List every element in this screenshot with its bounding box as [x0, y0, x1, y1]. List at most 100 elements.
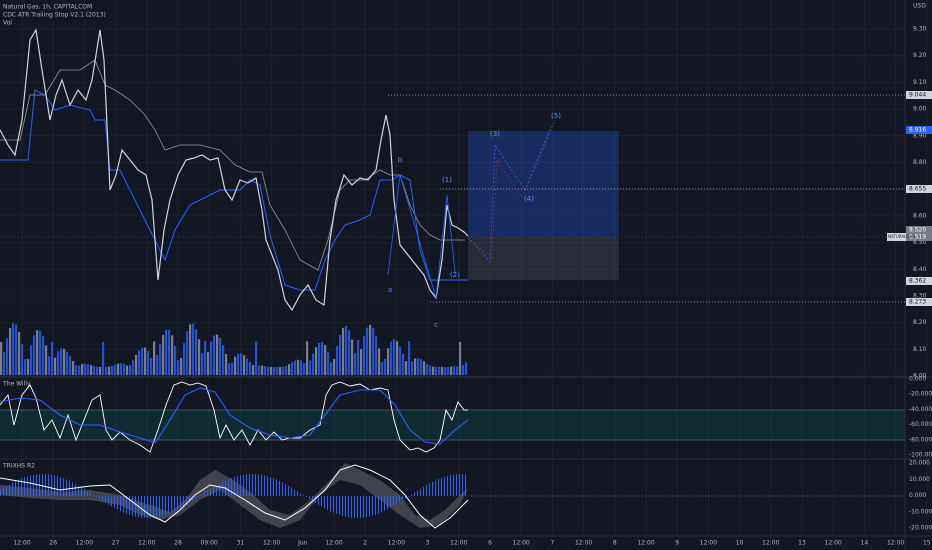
grid: [0, 0, 928, 536]
trix-bar: [408, 496, 409, 497]
trix-bar: [270, 477, 271, 496]
time-label: 10: [736, 540, 744, 547]
time-label: 2: [363, 540, 367, 547]
trix-bar: [279, 480, 280, 496]
volume-bar: [27, 359, 30, 375]
trix-bar: [228, 479, 229, 496]
willy-signal: [0, 387, 469, 445]
time-label: 12:00: [637, 540, 654, 547]
volume-bar: [342, 327, 345, 375]
time-label: 8: [613, 540, 617, 547]
trix-tick: 20.000: [909, 460, 930, 467]
volume-bar: [168, 329, 171, 375]
trix-bar: [102, 496, 103, 501]
trix-bar: [231, 478, 232, 496]
volume-bar: [159, 343, 162, 375]
volume-bar: [174, 345, 177, 375]
wave-label: (3): [490, 130, 500, 138]
volume-bar: [9, 328, 12, 375]
trix-line: [0, 464, 469, 529]
volume-bar: [105, 366, 108, 375]
volume-bar: [42, 336, 45, 375]
trix-bar: [108, 496, 109, 505]
trix-bar: [399, 496, 400, 503]
price-tick: 8.80: [913, 159, 927, 166]
volume-bar: [237, 353, 240, 375]
trix-bar: [306, 496, 307, 498]
trix-bar: [342, 496, 343, 516]
time-label: 26: [49, 540, 57, 547]
time-label: 12:00: [138, 540, 155, 547]
trix-bar: [432, 481, 433, 496]
volume-bar: [216, 334, 219, 375]
volume-bar: [381, 362, 384, 375]
trix-bar: [300, 493, 301, 496]
volume-bar: [0, 342, 3, 375]
volume-bar: [255, 341, 258, 375]
volume-bar: [243, 355, 246, 375]
volume-bar: [423, 361, 426, 375]
time-label: 12:00: [388, 540, 405, 547]
trix-bar: [402, 496, 403, 501]
trix-bar: [246, 474, 247, 496]
volume-bar: [318, 342, 321, 375]
volume-bar: [15, 324, 18, 375]
trix-bar: [420, 488, 421, 496]
volume-bar: [96, 366, 99, 375]
time-label: 12:00: [575, 540, 592, 547]
trix-bar: [51, 474, 52, 496]
trix-bar: [165, 496, 166, 515]
trix-bar: [180, 496, 181, 509]
volume-bar: [126, 365, 129, 375]
volume-bar: [39, 330, 42, 375]
volume-bar: [444, 366, 447, 375]
volume-bar: [321, 341, 324, 375]
trix-bar: [33, 474, 34, 496]
trix-bar: [450, 475, 451, 496]
wave-label: c: [434, 321, 438, 329]
volume-bar: [450, 366, 453, 375]
volume-bar: [30, 345, 33, 375]
trix-bar: [87, 490, 88, 496]
trix-bar: [423, 486, 424, 496]
trix-bar: [438, 479, 439, 496]
wave-labels: (1) (2) (3) (4) (5) a b c: [388, 112, 561, 329]
price-tag-label: 9.044: [909, 92, 926, 99]
trix-bar: [75, 483, 76, 496]
trix-bar: [309, 496, 310, 500]
trix-bar: [57, 476, 58, 496]
volume-bar: [435, 366, 438, 375]
price-tag: [906, 277, 932, 285]
volume-bar: [198, 339, 201, 375]
time-label: 12:00: [76, 540, 93, 547]
trix-bar: [348, 496, 349, 518]
volume-bar: [291, 362, 294, 375]
price-tick: 8.10: [913, 346, 927, 353]
trix-bar: [303, 495, 304, 496]
volume-bar: [273, 366, 276, 375]
volume-bar: [201, 353, 204, 375]
volume-bar: [294, 360, 297, 375]
volume-bar: [219, 337, 222, 375]
price-tick: 9.20: [913, 52, 927, 59]
volume-bar: [135, 355, 138, 375]
volume-bar: [180, 358, 183, 375]
time-label: 09:00: [201, 540, 218, 547]
trix-bar: [444, 476, 445, 496]
volume-bar: [60, 348, 63, 375]
time-label: 12:00: [263, 540, 280, 547]
symbol-tag: [887, 233, 906, 241]
volume-bar: [465, 362, 468, 375]
time-label: 12:00: [13, 540, 30, 547]
volume-bar: [411, 361, 414, 375]
trix-bar: [258, 474, 259, 496]
volume-bar: [420, 359, 423, 375]
trix-bar: [372, 496, 373, 516]
trix-bar: [153, 496, 154, 518]
trix-bar: [9, 484, 10, 496]
volume-bar: [372, 327, 375, 375]
trix-bar: [249, 474, 250, 496]
volume-bar: [6, 338, 9, 375]
volume-bar: [456, 366, 459, 375]
time-label: 12:00: [887, 540, 904, 547]
